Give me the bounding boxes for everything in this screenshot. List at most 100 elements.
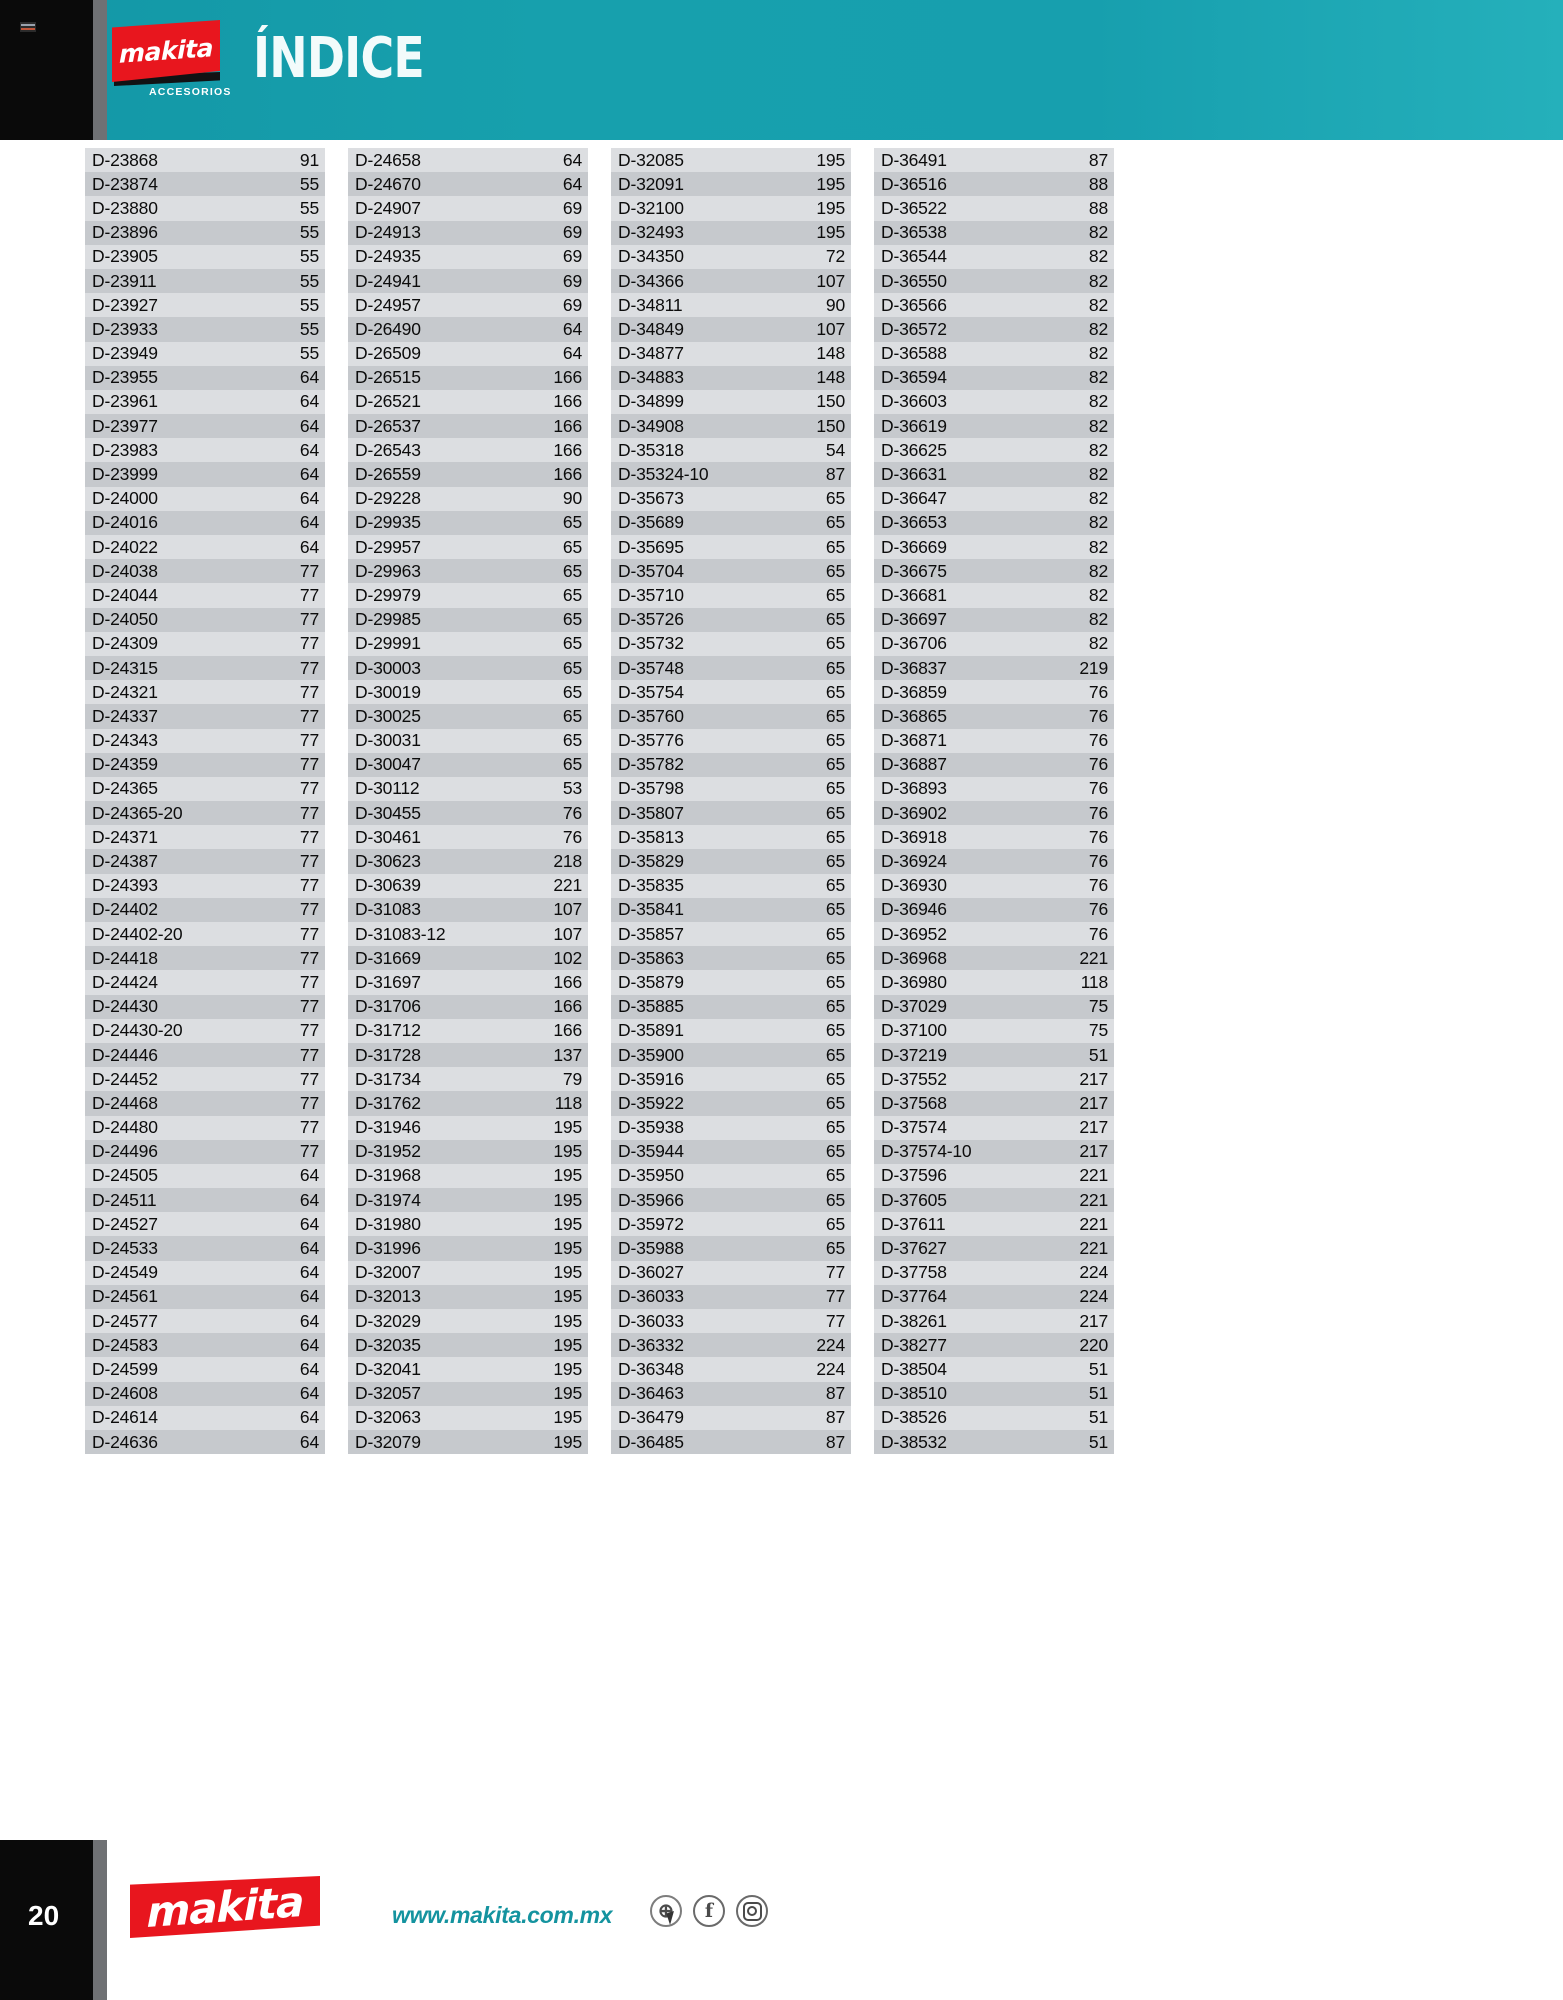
index-row[interactable]: D-32041 195 [348,1357,588,1382]
website-url[interactable]: www.makita.com.mx [392,1902,613,1928]
index-row[interactable]: D-36653 82 [874,510,1114,535]
index-row[interactable]: D-23911 55 [85,268,325,294]
index-row[interactable]: D-36697 82 [874,607,1114,632]
index-row[interactable]: D-32007 195 [348,1260,588,1285]
index-row[interactable]: D-29935 65 [348,510,588,535]
index-row[interactable]: D-35748 65 [611,655,851,681]
index-row[interactable]: D-24418 77 [85,946,325,971]
index-row[interactable]: D-32079 195 [348,1429,588,1455]
index-row[interactable]: D-37219 51 [874,1042,1114,1068]
index-row[interactable]: D-35922 65 [611,1091,851,1116]
index-row[interactable]: D-31669 102 [348,946,588,971]
index-row[interactable]: D-36332 224 [611,1333,851,1358]
index-row[interactable]: D-35972 65 [611,1212,851,1237]
index-row[interactable]: D-31712 166 [348,1018,588,1043]
index-row[interactable]: D-24533 64 [85,1236,325,1261]
index-row[interactable]: D-24309 77 [85,631,325,656]
index-row[interactable]: D-29228 90 [348,486,588,511]
index-row[interactable]: D-24402 77 [85,897,325,922]
facebook-icon[interactable]: f [693,1895,725,1927]
index-row[interactable]: D-36952 76 [874,922,1114,947]
index-row[interactable]: D-35754 65 [611,680,851,705]
index-row[interactable]: D-35857 65 [611,922,851,947]
index-row[interactable]: D-31083 107 [348,897,588,922]
index-row[interactable]: D-36918 76 [874,825,1114,850]
index-row[interactable]: D-30019 65 [348,680,588,705]
index-row[interactable]: D-37574-10 217 [874,1139,1114,1164]
index-row[interactable]: D-36968 221 [874,946,1114,971]
index-row[interactable]: D-35900 65 [611,1042,851,1068]
index-row[interactable]: D-35829 65 [611,849,851,874]
index-row[interactable]: D-35807 65 [611,801,851,826]
index-row[interactable]: D-24038 77 [85,559,325,584]
index-row[interactable]: D-24050 77 [85,607,325,632]
index-row[interactable]: D-37627 221 [874,1236,1114,1261]
index-row[interactable]: D-36631 82 [874,462,1114,487]
index-row[interactable]: D-38504 51 [874,1357,1114,1382]
index-row[interactable]: D-38532 51 [874,1429,1114,1455]
index-row[interactable]: D-32063 195 [348,1405,588,1430]
index-row[interactable]: D-36479 87 [611,1405,851,1430]
index-row[interactable]: D-31980 195 [348,1212,588,1237]
index-row[interactable]: D-32057 195 [348,1381,588,1406]
index-row[interactable]: D-36669 82 [874,535,1114,560]
index-row[interactable]: D-24599 64 [85,1357,325,1382]
index-row[interactable]: D-24583 64 [85,1333,325,1358]
index-row[interactable]: D-30031 65 [348,728,588,753]
index-row[interactable]: D-32085 195 [611,148,851,173]
index-row[interactable]: D-35673 65 [611,486,851,511]
index-row[interactable]: D-31952 195 [348,1139,588,1164]
index-row[interactable]: D-30639 221 [348,873,588,898]
index-row[interactable]: D-36837 219 [874,655,1114,681]
index-row[interactable]: D-23949 55 [85,341,325,366]
index-row[interactable]: D-38510 51 [874,1381,1114,1406]
index-row[interactable]: D-23896 55 [85,220,325,245]
index-row[interactable]: D-36033 77 [611,1284,851,1309]
index-row[interactable]: D-38277 220 [874,1333,1114,1358]
index-row[interactable]: D-24321 77 [85,680,325,705]
index-row[interactable]: D-31734 79 [348,1067,588,1092]
index-row[interactable]: D-36980 118 [874,970,1114,995]
index-row[interactable]: D-36625 82 [874,438,1114,463]
index-row[interactable]: D-32035 195 [348,1333,588,1358]
index-row[interactable]: D-24907 69 [348,196,588,221]
index-row[interactable]: D-35813 65 [611,825,851,850]
index-row[interactable]: D-32100 195 [611,196,851,221]
index-row[interactable]: D-35710 65 [611,583,851,608]
index-row[interactable]: D-34883 148 [611,365,851,390]
index-row[interactable]: D-34899 150 [611,389,851,415]
index-row[interactable]: D-29963 65 [348,559,588,584]
index-row[interactable]: D-24452 77 [85,1067,325,1092]
index-row[interactable]: D-36491 87 [874,148,1114,173]
index-row[interactable]: D-31762 118 [348,1091,588,1116]
index-row[interactable]: D-37100 75 [874,1018,1114,1043]
index-row[interactable]: D-37758 224 [874,1260,1114,1285]
index-row[interactable]: D-35885 65 [611,994,851,1019]
index-row[interactable]: D-35782 65 [611,752,851,777]
index-row[interactable]: D-24044 77 [85,583,325,608]
index-row[interactable]: D-24549 64 [85,1260,325,1285]
index-row[interactable]: D-24365 77 [85,776,325,802]
index-row[interactable]: D-24430-20 77 [85,1018,325,1043]
globe-icon[interactable]: ⊕ [650,1895,682,1927]
index-row[interactable]: D-36603 82 [874,389,1114,415]
index-row[interactable]: D-35732 65 [611,631,851,656]
index-row[interactable]: D-24337 77 [85,704,325,729]
index-row[interactable]: D-35879 65 [611,970,851,995]
index-row[interactable]: D-30047 65 [348,752,588,777]
index-row[interactable]: D-35776 65 [611,728,851,753]
index-row[interactable]: D-26509 64 [348,341,588,366]
index-row[interactable]: D-24614 64 [85,1405,325,1430]
index-row[interactable]: D-36647 82 [874,486,1114,511]
index-row[interactable]: D-30003 65 [348,655,588,681]
index-row[interactable]: D-23927 55 [85,293,325,318]
index-row[interactable]: D-24359 77 [85,752,325,777]
index-row[interactable]: D-29985 65 [348,607,588,632]
index-row[interactable]: D-37029 75 [874,994,1114,1019]
index-row[interactable]: D-36516 88 [874,172,1114,197]
index-row[interactable]: D-35938 65 [611,1115,851,1140]
index-row[interactable]: D-24561 64 [85,1284,325,1309]
index-row[interactable]: D-35324-10 87 [611,462,851,487]
index-row[interactable]: D-26559 166 [348,462,588,487]
index-row[interactable]: D-36550 82 [874,268,1114,294]
